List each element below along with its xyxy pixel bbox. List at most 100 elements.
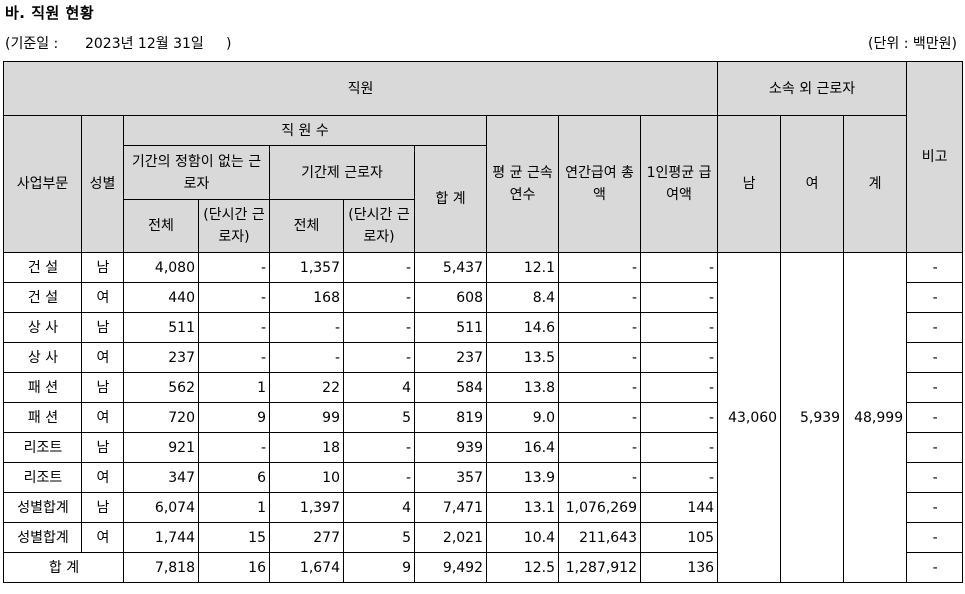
cell-division: 성별합계 <box>3 492 82 523</box>
cell-fixed-total: 1,674 <box>269 552 344 583</box>
table-row: 건 설 여 440 - 168 - 608 8.4 - - - <box>3 282 964 313</box>
cell-perm-total: 1,744 <box>123 522 199 553</box>
header-fixed-term: 기간제 근로자 <box>269 145 415 200</box>
cell-gender: 여 <box>81 402 124 433</box>
cell-division: 건 설 <box>3 252 82 283</box>
cell-fixed-total: 18 <box>269 432 344 463</box>
cell-note: - <box>906 492 964 523</box>
cell-fixed-part: - <box>343 252 415 283</box>
cell-perm-part: - <box>198 432 270 463</box>
table-row: 리조트 남 921 - 18 - 939 16.4 - - - <box>3 432 964 463</box>
cell-perm-total: 921 <box>123 432 199 463</box>
header-headcount: 직 원 수 <box>123 115 487 146</box>
cell-fixed-total: 10 <box>269 462 344 493</box>
cell-pay-avg: - <box>639 462 719 493</box>
header-avg-pay: 1인평균 급여액 <box>639 115 719 253</box>
cell-fixed-part: - <box>343 312 415 343</box>
cell-division: 패 션 <box>3 402 82 433</box>
cell-outside-total: 48,999 <box>843 252 908 583</box>
header-note: 비고 <box>906 61 964 253</box>
cell-division: 리조트 <box>3 432 82 463</box>
cell-perm-part: 15 <box>198 522 270 553</box>
cell-fixed-part: - <box>343 462 415 493</box>
cell-pay-total: 1,287,912 <box>558 552 641 583</box>
header-outside-total: 계 <box>843 115 908 253</box>
cell-fixed-part: - <box>343 282 415 313</box>
cell-perm-total: 237 <box>123 342 199 373</box>
cell-fixed-total: 1,357 <box>269 252 344 283</box>
cell-perm-part: 1 <box>198 492 270 523</box>
cell-note: - <box>906 282 964 313</box>
cell-sum: 2,021 <box>414 522 487 553</box>
cell-perm-total: 440 <box>123 282 199 313</box>
cell-pay-avg: 105 <box>639 522 719 553</box>
cell-pay-total: 211,643 <box>558 522 641 553</box>
cell-perm-part: 16 <box>198 552 270 583</box>
cell-fixed-part: 9 <box>343 552 415 583</box>
cell-note: - <box>906 342 964 373</box>
cell-gender: 남 <box>81 372 124 403</box>
cell-pay-avg: 136 <box>639 552 719 583</box>
cell-tenure: 13.9 <box>486 462 559 493</box>
cell-pay-total: - <box>558 372 641 403</box>
cell-tenure: 12.1 <box>486 252 559 283</box>
cell-perm-part: - <box>198 342 270 373</box>
cell-fixed-part: - <box>343 342 415 373</box>
cell-perm-total: 511 <box>123 312 199 343</box>
cell-division: 상 사 <box>3 312 82 343</box>
cell-gender: 여 <box>81 282 124 313</box>
cell-tenure: 16.4 <box>486 432 559 463</box>
cell-gender: 여 <box>81 462 124 493</box>
cell-tenure: 14.6 <box>486 312 559 343</box>
cell-note: - <box>906 432 964 463</box>
header-fixed-all: 전체 <box>269 199 344 253</box>
header-permanent: 기간의 정함이 없는 근로자 <box>123 145 270 200</box>
cell-tenure: 13.1 <box>486 492 559 523</box>
cell-fixed-part: 4 <box>343 372 415 403</box>
cell-perm-part: 6 <box>198 462 270 493</box>
cell-note: - <box>906 372 964 403</box>
header-outside-workers: 소속 외 근로자 <box>717 61 908 116</box>
cell-pay-avg: - <box>639 312 719 343</box>
cell-perm-total: 7,818 <box>123 552 199 583</box>
cell-note: - <box>906 312 964 343</box>
cell-tenure: 10.4 <box>486 522 559 553</box>
cell-tenure: 8.4 <box>486 282 559 313</box>
cell-fixed-total: 22 <box>269 372 344 403</box>
cell-perm-part: - <box>198 282 270 313</box>
cell-gender: 여 <box>81 342 124 373</box>
cell-gender: 남 <box>81 312 124 343</box>
cell-fixed-part: 5 <box>343 402 415 433</box>
cell-total-label: 합 계 <box>3 552 124 583</box>
cell-sum: 7,471 <box>414 492 487 523</box>
cell-pay-avg: - <box>639 252 719 283</box>
header-employees: 직원 <box>2 61 719 116</box>
cell-pay-avg: - <box>639 282 719 313</box>
cell-pay-total: - <box>558 312 641 343</box>
employee-status-table: 직원 소속 외 근로자 비고 사업부문 성별 직 원 수 평 균 근속연수 연간… <box>2 61 964 583</box>
cell-fixed-total: 1,397 <box>269 492 344 523</box>
cell-fixed-total: 99 <box>269 402 344 433</box>
cell-perm-total: 720 <box>123 402 199 433</box>
cell-division: 상 사 <box>3 342 82 373</box>
cell-fixed-total: 168 <box>269 282 344 313</box>
table-row: 리조트 여 347 6 10 - 357 13.9 - - - <box>3 462 964 493</box>
cell-gender: 여 <box>81 522 124 553</box>
table-row: 성별합계 여 1,744 15 277 5 2,021 10.4 211,643… <box>3 522 964 553</box>
cell-outside-female: 5,939 <box>780 252 845 583</box>
header-subtotal: 합 계 <box>414 145 487 253</box>
cell-fixed-part: - <box>343 432 415 463</box>
header-gender: 성별 <box>81 115 124 253</box>
cell-pay-total: - <box>558 402 641 433</box>
cell-gender: 남 <box>81 432 124 463</box>
cell-pay-total: 1,076,269 <box>558 492 641 523</box>
cell-perm-total: 562 <box>123 372 199 403</box>
cell-pay-total: - <box>558 252 641 283</box>
cell-pay-total: - <box>558 282 641 313</box>
cell-fixed-total: - <box>269 342 344 373</box>
cell-fixed-part: 4 <box>343 492 415 523</box>
cell-gender: 남 <box>81 252 124 283</box>
table-row: 건 설 남 4,080 - 1,357 - 5,437 12.1 - - 43,… <box>3 252 964 583</box>
header-fixed-part-time: (단시간 근로자) <box>343 199 415 253</box>
cell-pay-avg: - <box>639 372 719 403</box>
